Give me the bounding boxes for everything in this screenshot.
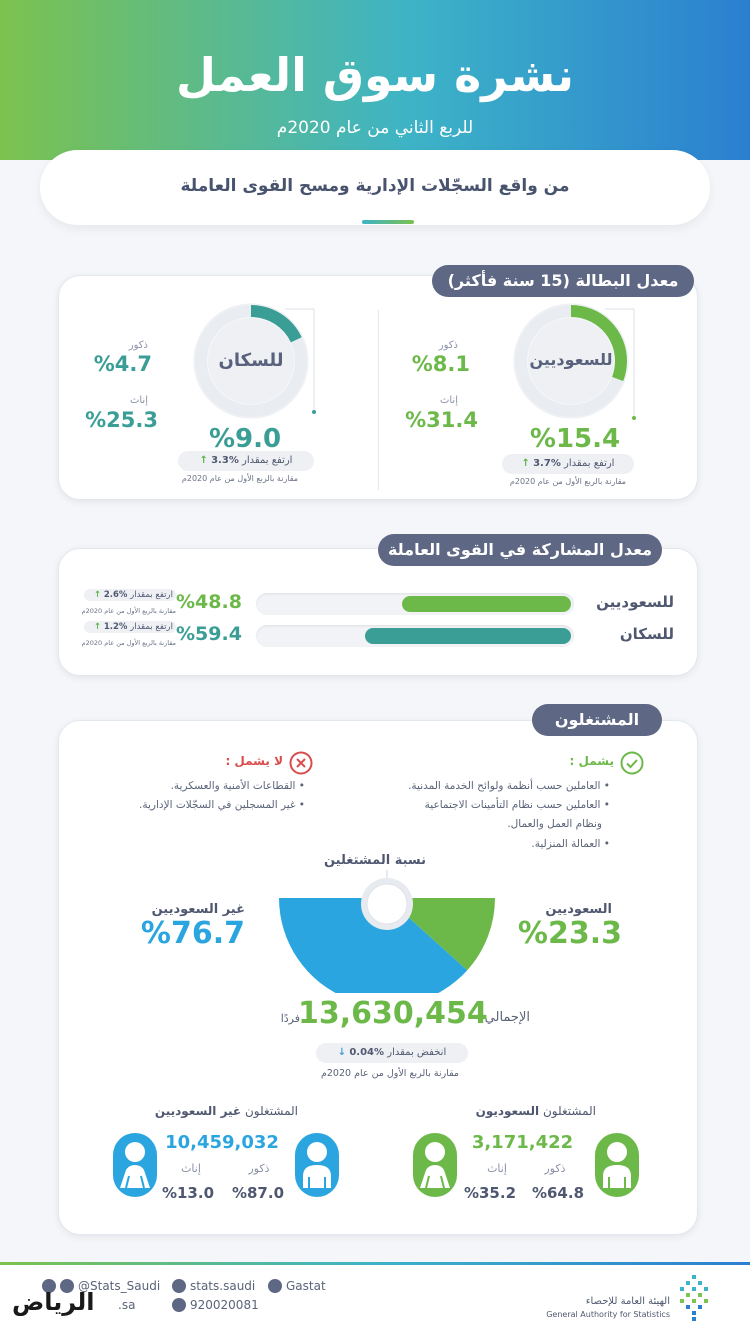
- participation-compare: مقارنة بالربع الأول من عام 2020م: [81, 639, 176, 647]
- unemployment-title: معدل البطالة (15 سنة فأكثر): [432, 265, 694, 297]
- header-banner: [0, 0, 750, 160]
- saudis-females-value: %31.4: [405, 408, 478, 432]
- divider: [362, 220, 414, 224]
- population-females-value: %25.3: [85, 408, 158, 432]
- exclude-item: • القطاعات الأمنية والعسكرية.: [170, 780, 305, 792]
- gastat-name-en: General Authority for Statistics: [546, 1310, 670, 1319]
- exclude-item: • غير المسجلين في السجّلات الإدارية.: [139, 799, 305, 811]
- page-title: نشرة سوق العمل: [176, 48, 574, 102]
- facebook-link[interactable]: stats.saudi: [172, 1279, 255, 1293]
- participation-row-label: للسكان: [619, 625, 674, 643]
- total-label: الإجمالي: [484, 1010, 530, 1025]
- non-saudi-males-label: ذكور: [248, 1162, 270, 1175]
- total-change: انخفض بمقدار %0.04 ↓: [316, 1043, 468, 1063]
- ring-connector: [605, 308, 636, 420]
- non-saudi-females-label: إناث: [181, 1162, 201, 1175]
- participation-change: ارتفع بمقدار %1.2 ↑: [84, 621, 176, 633]
- check-icon: [620, 751, 644, 775]
- include-item: • العاملين حسب نظام التأمينات الاجتماعية: [424, 799, 610, 811]
- saudis-share-label: السعوديين: [545, 902, 612, 917]
- participation-bar-fill: [365, 628, 571, 644]
- saudis-change: ارتفع بمقدار %3.7 ↑: [502, 454, 634, 474]
- twitter-link[interactable]: @Stats_Saudi: [42, 1279, 160, 1293]
- phone-icon: [172, 1298, 186, 1312]
- population-rate: %9.0: [208, 424, 282, 454]
- participation-value: %48.8: [176, 591, 242, 613]
- saudis-ring: [508, 298, 634, 424]
- population-change: ارتفع بمقدار %3.3 ↑: [178, 451, 314, 471]
- saudis-males-label: ذكور: [438, 340, 458, 351]
- population-ring-label: للسكان: [218, 350, 284, 371]
- saudi-workers-title: المشتغلون السعوديون: [475, 1104, 596, 1118]
- non-saudis-share-label: غير السعوديين: [151, 902, 245, 917]
- non-saudi-workers-total: 10,459,032: [165, 1132, 279, 1153]
- population-ring: [188, 298, 314, 424]
- include-item: • العاملين حسب أنظمة ولوائح الخدمة المدن…: [408, 780, 610, 792]
- participation-bar-fill: [402, 596, 571, 612]
- cross-icon: [289, 751, 313, 775]
- total-compare: مقارنة بالربع الأول من عام 2020م: [321, 1068, 459, 1079]
- page-subtitle: للربع الثاني من عام 2020م: [276, 118, 474, 138]
- non-saudi-females-value: %13.0: [161, 1184, 215, 1202]
- share-chart: [279, 870, 495, 993]
- share-title: نسبة المشتغلين: [323, 853, 427, 868]
- participation-value: %59.4: [176, 623, 242, 645]
- participation-change: ارتفع بمقدار %2.6 ↑: [84, 589, 176, 601]
- male-person-icon: [595, 1133, 639, 1197]
- include-item-continued: ونظام العمل والعمال.: [507, 818, 602, 830]
- excludes-label: لا يشمل :: [225, 754, 283, 768]
- instagram-icon: [60, 1279, 74, 1293]
- saudis-rate: %15.4: [529, 424, 621, 454]
- non-saudi-males-value: %87.0: [231, 1184, 285, 1202]
- population-males-value: %4.7: [93, 352, 152, 376]
- facebook-icon: [172, 1279, 186, 1293]
- employed-title: المشتغلون: [532, 704, 662, 736]
- saudis-share-slice: [387, 898, 495, 971]
- saudis-compare: مقارنة بالربع الأول من عام 2020م: [509, 477, 627, 486]
- footer-strip: [0, 1262, 750, 1265]
- riyadh-logo: الرياض: [12, 1288, 95, 1316]
- saudi-females-label: إناث: [487, 1162, 507, 1175]
- female-person-icon: [113, 1133, 157, 1197]
- participation-title: معدل المشاركة في القوى العاملة: [378, 534, 662, 566]
- linkedin-link[interactable]: Gastat: [268, 1279, 326, 1293]
- source-band: [40, 150, 710, 225]
- saudi-males-value: %64.8: [531, 1184, 585, 1202]
- linkedin-icon: [268, 1279, 282, 1293]
- population-females-label: إناث: [129, 395, 148, 406]
- includes-label: يشمل :: [569, 754, 614, 768]
- saudis-ring-label: للسعوديين: [529, 350, 613, 369]
- web-link[interactable]: .sa: [118, 1298, 136, 1312]
- total-unit: فردًا: [280, 1012, 300, 1025]
- twitter-icon: [42, 1279, 56, 1293]
- source-text: من واقع السجّلات الإدارية ومسح القوى الع…: [180, 176, 570, 196]
- saudi-females-value: %35.2: [463, 1184, 517, 1202]
- gastat-logo-icon: [680, 1275, 708, 1321]
- female-person-icon: [413, 1133, 457, 1197]
- male-person-icon: [295, 1133, 339, 1197]
- non-saudis-share-value: %76.7: [140, 916, 245, 951]
- ring-connector: [285, 308, 316, 414]
- saudis-females-label: إناث: [439, 395, 458, 406]
- saudi-males-label: ذكور: [544, 1162, 566, 1175]
- gastat-name-ar: الهيئة العامة للإحصاء: [585, 1296, 670, 1307]
- saudi-workers-total: 3,171,422: [471, 1132, 574, 1153]
- non-saudi-workers-title: المشتغلون غير السعوديين: [154, 1104, 298, 1118]
- participation-row-label: للسعوديين: [596, 593, 674, 611]
- phone-link[interactable]: 920020081: [172, 1298, 259, 1312]
- participation-compare: مقارنة بالربع الأول من عام 2020م: [81, 607, 176, 615]
- population-males-label: ذكور: [128, 340, 148, 351]
- non-saudis-share-slice: [279, 898, 468, 993]
- include-item: • العمالة المنزلية.: [531, 838, 610, 850]
- population-compare: مقارنة بالربع الأول من عام 2020م: [181, 474, 299, 483]
- total-value: 13,630,454: [298, 996, 488, 1031]
- card-divider: [378, 310, 379, 490]
- saudis-share-value: %23.3: [517, 916, 622, 951]
- saudis-males-value: %8.1: [411, 352, 470, 376]
